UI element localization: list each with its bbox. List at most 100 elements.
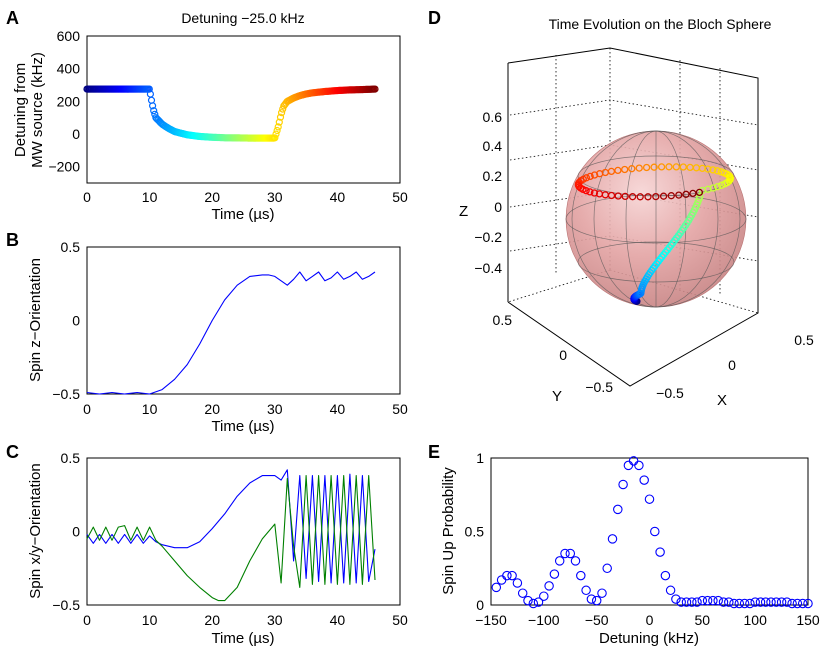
panel-e-xtick: −150 [475,612,507,628]
trajectory-point [657,163,666,171]
panel-d-zlabel: Z [459,203,468,220]
trajectory-point [628,165,636,173]
panel-d-ytick: 0 [559,347,567,363]
panel-d-ztick: 0 [494,199,502,215]
panel-e-xtick: −50 [585,612,609,628]
detuning-point [274,123,282,131]
panel-a-ylabel-line1: Detuning from [12,63,29,157]
panel-d-ztick: 0.4 [483,138,503,154]
panel-d-z-ticks: 0.6 0.4 0.2 0 −0.2 −0.4 [474,109,502,276]
spin-up-probability-point [771,597,782,607]
panel-b-axes-box [86,246,401,395]
panel-b-series-line-0 [86,271,376,395]
trajectory-point [621,165,629,174]
spin-up-probability-point [491,582,502,593]
trajectory-point [667,192,675,200]
detuning-point [271,134,279,142]
panel-d-ztick: −0.4 [474,260,502,276]
trajectory-point [695,188,704,197]
panel-d-ylabel: Y [552,388,562,405]
spin-up-probability-point [739,598,750,609]
panel-e-xtick: 150 [796,612,820,628]
panel-b-y-ticks: 0.5 0 −0.5 [52,239,80,402]
trajectory-point [590,189,599,197]
spin-up-probability-point [576,570,586,581]
panel-c-xtick: 20 [204,612,220,628]
panel-a-axes-box [86,35,401,184]
spin-up-probability-point [533,597,544,607]
panel-a-xtick: 0 [83,189,91,205]
trajectory-point [628,193,637,201]
trajectory-point [696,193,704,201]
trajectory-point [709,184,717,192]
spin-up-probability-point [745,598,755,609]
spin-up-probability-point [539,591,549,601]
trajectory-point [665,163,673,171]
panel-a-title: Detuning −25.0 kHz [181,10,304,26]
panel-c-xlabel: Time (µs) [211,630,274,647]
spin-up-probability-point [502,570,512,581]
detuning-point [276,113,285,121]
panel-b-xtick: 0 [83,401,91,417]
spin-up-probability-point [697,595,708,606]
spin-up-probability-point [517,588,528,598]
trajectory-point [675,191,683,199]
spin-up-probability-point [613,504,623,515]
panel-c-letter: C [6,442,19,462]
spin-up-probability-point [496,575,507,585]
spin-up-probability-point [760,597,771,607]
panel-d-x-ticks: −0.5 0 0.5 [656,332,814,401]
panel-d-box-bottom-edges [507,247,759,387]
spin-up-probability-point [734,598,745,609]
spin-up-probability-point [554,556,565,566]
trajectory-point [672,163,680,171]
spin-up-probability-point [803,598,813,609]
trajectory-point [590,171,599,179]
panel-c-x-ticks: 0 10 20 30 40 50 [83,612,408,628]
panel-e-x-ticks: −150 −100 −50 0 50 100 150 [475,612,820,628]
spin-up-probability-point [618,479,628,490]
panel-b-xtick: 30 [267,401,283,417]
panel-e-ytick: 1 [476,450,484,466]
panel-e-xtick: 50 [695,612,711,628]
panel-d-trajectory [574,163,735,305]
panel-d-3d-box [507,47,759,387]
detuning-point [272,130,280,138]
panel-b-series [86,271,376,395]
panel-e-ylabel: Spin Up Probability [440,467,457,595]
detuning-point [278,109,286,117]
spin-up-probability-point [718,597,729,607]
trajectory-point [652,192,660,201]
panel-a-xtick: 30 [267,189,283,205]
spin-up-probability-point [570,556,581,566]
trajectory-point [659,192,668,200]
spin-up-probability-point [755,597,766,607]
panel-e-ytick: 0.5 [465,524,485,540]
trajectory-point [582,187,590,195]
spin-up-probability-point [660,570,671,581]
spin-up-probability-point [634,460,644,471]
spin-up-probability-point [797,598,808,609]
panel-b-xtick: 50 [392,401,408,417]
trajectory-point [642,163,651,172]
detuning-point [150,107,158,115]
panel-b-xtick: 40 [330,401,346,417]
panel-c-ytick: 0 [72,524,80,540]
detuning-point [275,118,283,126]
spin-up-probability-point [581,585,591,596]
trajectory-point [607,191,616,200]
panel-a-data-points [83,85,379,142]
panel-b-ytick: −0.5 [52,386,80,402]
trajectory-point [586,172,594,181]
spin-up-probability-point [681,597,692,607]
spin-up-probability-point [544,581,554,591]
panel-a-letter: A [6,8,19,28]
spin-up-probability-point [671,594,681,604]
panel-b-x-ticks: 0 10 20 30 40 50 [83,401,408,417]
panel-d-ztick: 0.2 [483,168,503,184]
panel-d-xtick: 0 [728,357,736,373]
panel-b-xtick: 10 [142,401,158,417]
spin-up-probability-point [724,597,734,607]
panel-a-ytick: 400 [57,61,81,77]
spin-up-probability-point [644,494,655,504]
